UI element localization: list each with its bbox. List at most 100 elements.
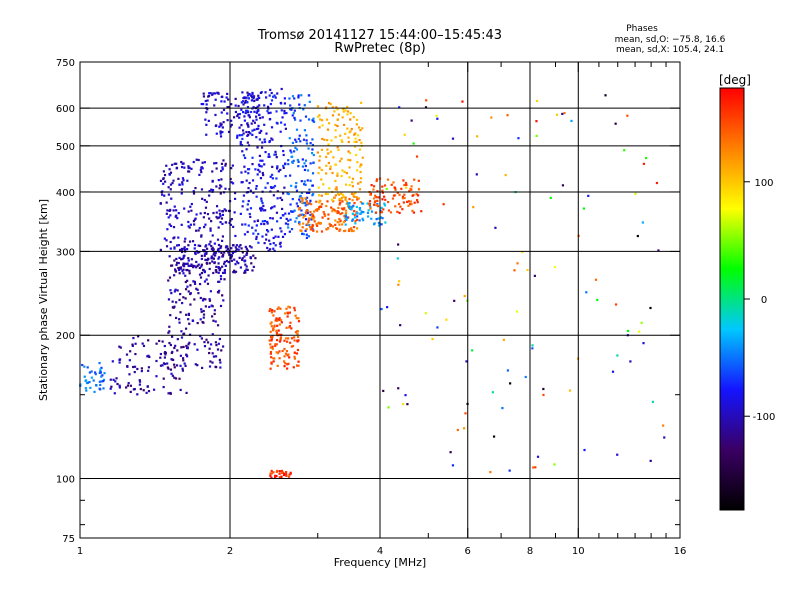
data-point (182, 359, 185, 362)
data-point (277, 329, 280, 332)
data-point (199, 212, 202, 215)
data-point (169, 240, 172, 244)
data-point (211, 333, 214, 336)
data-point (196, 321, 199, 325)
data-point (354, 132, 357, 135)
data-point (264, 186, 267, 189)
colorbar-tick-label: -100 (753, 412, 776, 423)
data-point (222, 121, 225, 124)
data-point (334, 188, 337, 191)
data-point (235, 260, 239, 263)
data-point (335, 188, 338, 191)
data-point (614, 303, 618, 306)
data-point (561, 184, 565, 187)
data-point (317, 207, 320, 211)
data-point (203, 280, 207, 283)
data-point (231, 164, 234, 167)
data-point (165, 212, 168, 215)
data-point (274, 474, 277, 477)
data-point (167, 392, 170, 395)
data-point (341, 116, 344, 119)
data-point (261, 116, 264, 119)
data-point (372, 197, 376, 200)
data-point (283, 473, 286, 477)
data-point (253, 110, 256, 113)
data-point (291, 95, 295, 98)
data-point (125, 353, 129, 356)
data-point (286, 340, 289, 343)
data-point (208, 305, 211, 309)
data-point (289, 472, 292, 475)
data-point (173, 162, 176, 165)
data-point (309, 179, 312, 182)
data-point (259, 159, 262, 162)
data-point (173, 366, 176, 369)
data-point (190, 202, 193, 206)
data-point (188, 240, 192, 243)
data-point (173, 363, 176, 366)
data-point (168, 255, 171, 258)
data-point (331, 114, 335, 117)
data-point (252, 106, 255, 109)
data-point (236, 114, 239, 118)
data-point (317, 186, 320, 189)
data-point (276, 220, 279, 223)
data-point (165, 245, 169, 248)
data-point (253, 128, 256, 131)
data-point (570, 119, 573, 123)
data-point (245, 148, 248, 151)
data-point (263, 219, 267, 223)
data-point (408, 190, 411, 193)
data-point (308, 202, 312, 205)
data-point (347, 158, 350, 162)
data-point (205, 251, 208, 254)
data-point (176, 217, 179, 220)
data-point (85, 389, 88, 392)
data-point (170, 372, 173, 375)
data-point (177, 268, 181, 272)
data-point (266, 222, 269, 225)
data-point (217, 291, 220, 294)
data-point (386, 306, 389, 309)
data-point (216, 238, 220, 241)
data-point (366, 202, 369, 205)
data-point (251, 226, 254, 229)
data-point (215, 132, 218, 135)
data-point (339, 199, 342, 202)
data-point (334, 210, 337, 213)
data-point (238, 245, 241, 248)
data-point (220, 217, 224, 220)
data-point (214, 92, 217, 95)
data-point (356, 134, 360, 137)
data-point (271, 177, 274, 180)
data-point (198, 173, 201, 176)
data-point (241, 100, 245, 103)
data-point (169, 247, 172, 250)
data-point (211, 352, 214, 355)
data-point (298, 103, 301, 106)
data-point (287, 337, 290, 340)
data-point (328, 187, 331, 190)
data-point (293, 116, 296, 120)
data-point (308, 188, 311, 191)
data-point (295, 364, 299, 367)
data-point (300, 209, 303, 212)
data-point (200, 271, 204, 275)
data-point (137, 335, 140, 338)
data-point (435, 114, 438, 117)
data-point (168, 168, 171, 171)
data-point (190, 263, 193, 266)
data-point (208, 347, 211, 350)
data-point (255, 224, 258, 227)
data-point (222, 253, 225, 257)
data-point (219, 214, 222, 218)
data-point (211, 234, 214, 237)
data-point (264, 96, 268, 99)
data-point (165, 201, 168, 204)
data-point (167, 193, 170, 196)
data-point (219, 135, 223, 138)
data-point (290, 210, 293, 213)
data-point (257, 108, 260, 112)
data-point (181, 162, 184, 165)
data-point (163, 237, 166, 240)
